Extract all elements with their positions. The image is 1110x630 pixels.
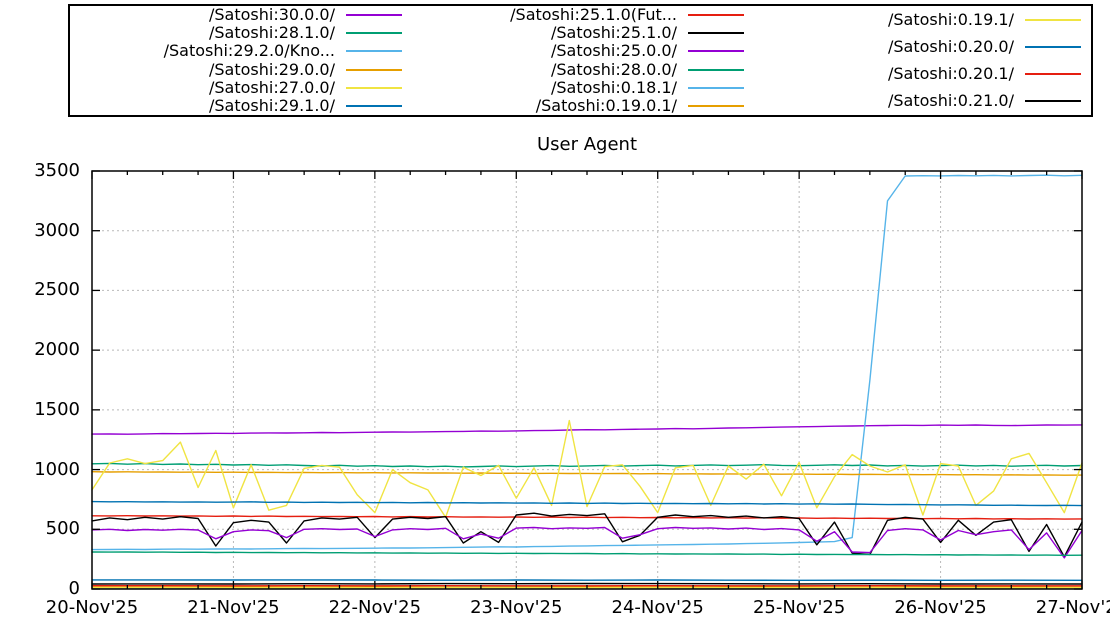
grid-lines	[92, 171, 1082, 589]
legend-swatch	[346, 68, 402, 71]
legend-grid: /Satoshi:30.0.0//Satoshi:28.1.0//Satoshi…	[70, 6, 1091, 115]
legend-entry: /Satoshi:30.0.0/	[70, 6, 412, 24]
series-lines	[91, 174, 1083, 589]
series-line	[91, 512, 1083, 558]
x-axis-labels: 20-Nov'25 21-Nov'25 22-Nov'25 23-Nov'25 24-N…	[0, 597, 1110, 621]
x-tick-label: 24-Nov'25	[611, 597, 704, 618]
legend-entry: /Satoshi:0.19.1/	[754, 6, 1091, 33]
legend-entry: /Satoshi:29.1.0/	[70, 95, 412, 115]
chart-title: User Agent	[536, 134, 638, 155]
legend-label: /Satoshi:0.21.0/	[887, 91, 1014, 111]
legend-label: /Satoshi:0.20.0/	[887, 36, 1014, 56]
legend-label: /Satoshi:28.0.0/	[550, 59, 677, 79]
legend-label: /Satoshi:29.1.0/	[208, 95, 335, 115]
legend-swatch	[688, 68, 744, 71]
x-tick-label: 20-Nov'25	[45, 597, 139, 618]
legend-entry: /Satoshi:29.0.0/	[70, 60, 412, 78]
legend-swatch	[688, 32, 744, 35]
legend-column: /Satoshi:25.1.0(Fut.../Satoshi:25.1.0//S…	[412, 6, 754, 115]
series-line	[91, 424, 1083, 435]
legend-entry: /Satoshi:29.2.0/Kno...	[70, 42, 412, 60]
legend-label: /Satoshi:27.0.0/	[208, 77, 335, 97]
legend-entry: /Satoshi:25.1.0(Fut...	[412, 6, 754, 24]
plot-svg	[91, 170, 1083, 590]
y-tick-label: 1000	[34, 458, 80, 480]
legend-entry: /Satoshi:0.21.0/	[754, 88, 1091, 115]
axis-ticks	[91, 170, 1083, 590]
y-tick-label: 1500	[34, 398, 80, 420]
legend-entry: /Satoshi:28.0.0/	[412, 60, 754, 78]
legend-label: /Satoshi:25.1.0(Fut...	[510, 5, 677, 25]
legend-swatch	[688, 50, 744, 53]
legend-entry: /Satoshi:0.20.1/	[754, 61, 1091, 88]
legend-label: /Satoshi:29.2.0/Kno...	[163, 41, 335, 61]
legend-label: /Satoshi:30.0.0/	[208, 5, 335, 25]
legend-swatch	[346, 14, 402, 17]
x-tick-label: 21-Nov'25	[187, 597, 280, 618]
x-tick-label: 23-Nov'25	[470, 597, 563, 618]
series-line	[91, 471, 1083, 476]
legend-swatch	[346, 50, 402, 53]
series-line	[91, 500, 1083, 507]
legend-label: /Satoshi:29.0.0/	[208, 59, 335, 79]
legend-entry: /Satoshi:0.19.0.1/	[412, 95, 754, 115]
series-line	[91, 419, 1083, 518]
legend-column: /Satoshi:0.19.1/ /Satoshi:0.20.0/ /Satoshi…	[754, 6, 1091, 115]
series-line	[91, 174, 1083, 551]
series-line	[91, 462, 1083, 468]
legend-label: /Satoshi:28.1.0/	[208, 23, 335, 43]
legend-label: /Satoshi:0.19.0.1/	[535, 95, 677, 115]
legend-entry: /Satoshi:25.1.0/	[412, 24, 754, 42]
legend-label: /Satoshi:0.19.1/	[887, 9, 1014, 29]
y-tick-label: 3000	[34, 219, 80, 241]
series-line	[91, 582, 1083, 585]
legend-entry: /Satoshi:25.0.0/	[412, 42, 754, 60]
legend-swatch	[346, 32, 402, 35]
legend-label: /Satoshi:0.18.1/	[550, 77, 677, 97]
legend-entry: /Satoshi:0.20.0/	[754, 33, 1091, 60]
legend-swatch	[1025, 100, 1081, 103]
y-tick-label: 3500	[34, 160, 80, 181]
y-tick-label: 500	[45, 518, 80, 540]
legend-swatch	[688, 104, 744, 107]
x-tick-label: 22-Nov'25	[328, 597, 422, 618]
x-tick-label: 26-Nov'25	[894, 597, 987, 618]
legend-entry: /Satoshi:28.1.0/	[70, 24, 412, 42]
legend-swatch	[688, 14, 744, 17]
legend-swatch	[346, 104, 402, 107]
legend-entry: /Satoshi:27.0.0/	[70, 77, 412, 97]
legend-swatch	[1025, 73, 1081, 76]
x-tick-label: 25-Nov'25	[752, 597, 846, 618]
series-line	[91, 526, 1083, 559]
legend-label: /Satoshi:0.20.1/	[887, 64, 1014, 84]
legend-label: /Satoshi:25.1.0/	[550, 23, 677, 43]
series-line	[91, 551, 1083, 556]
y-tick-label: 0	[68, 578, 80, 599]
legend-swatch	[688, 86, 744, 89]
y-tick-label: 2000	[34, 339, 80, 361]
legend-entry: /Satoshi:0.18.1/	[412, 77, 754, 97]
plot-border	[91, 170, 1083, 590]
y-tick-label: 2500	[34, 279, 80, 301]
legend-label: /Satoshi:25.0.0/	[550, 41, 677, 61]
legend-column: /Satoshi:30.0.0//Satoshi:28.1.0//Satoshi…	[70, 6, 412, 115]
legend-swatch	[346, 86, 402, 89]
legend-swatch	[1025, 18, 1081, 21]
y-axis-labels: 0 500 1000 1500 2000 2500 3000 3500	[0, 0, 80, 630]
x-tick-label: 27-Nov'25	[1035, 597, 1110, 618]
plot-area	[91, 170, 1083, 590]
legend-box: /Satoshi:30.0.0//Satoshi:28.1.0//Satoshi…	[68, 4, 1093, 117]
legend-swatch	[1025, 45, 1081, 48]
